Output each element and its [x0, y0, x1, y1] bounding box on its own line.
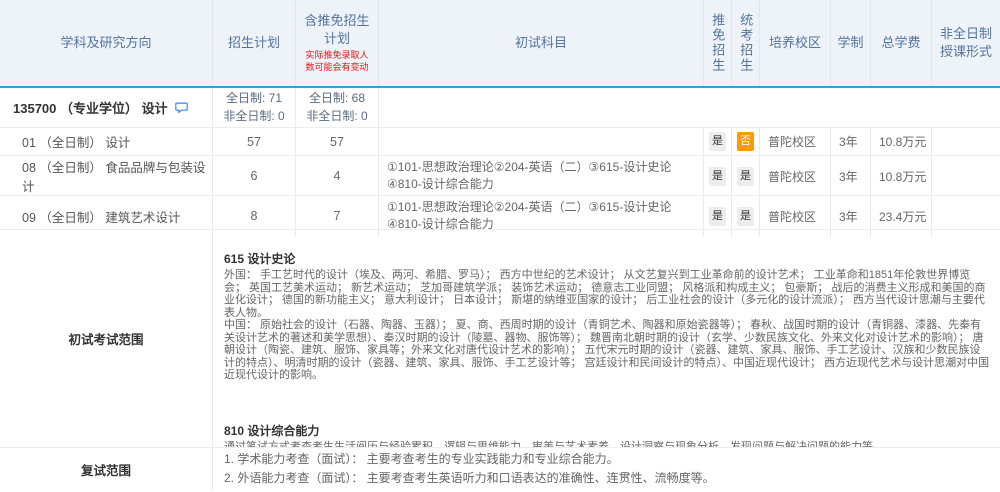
exempt-admission-cell: 是	[704, 128, 732, 155]
col-header-parttime-teaching-form: 非全日制授课形式	[932, 0, 1000, 86]
campus: 普陀校区	[760, 128, 831, 155]
exempt-plan-fulltime: 全日制: 68	[309, 90, 365, 107]
campus: 普陀校区	[760, 156, 831, 197]
plan-count: 57	[213, 128, 296, 155]
exempt-plan-parttime: 非全日制: 0	[306, 108, 367, 125]
plan-fulltime: 全日制: 71	[226, 90, 282, 107]
initial-exam-scope-row: 初试考试范围 615 设计史论 外国： 手工艺时代的设计（埃及、两河、希腊、罗马…	[0, 230, 1000, 448]
col-header-label: 非全日制授课形式	[938, 25, 994, 60]
study-length: 3年	[831, 128, 871, 155]
table-header-row: 学科及研究方向 招生计划 含推免招生计划 实际推免录取人数可能会有变动 初试科目…	[0, 0, 1000, 88]
direction-row-08: 08 （全日制） 食品品牌与包装设计 6 4 ①101-思想政治理论②204-英…	[0, 156, 1000, 196]
direction-row-01: 01 （全日制） 设计 57 57 是 否 普陀校区 3年 10.8万元	[0, 128, 1000, 156]
unified-exam-badge: 否	[737, 132, 754, 151]
subject-810-paragraph: 通过笔试方式考查考生生活阅历与经验累积，逻辑与思维能力，审美与艺术素养，设计洞察…	[224, 441, 990, 448]
col-header-subject-direction: 学科及研究方向	[0, 0, 213, 86]
parttime-form-cell	[932, 128, 1000, 155]
unified-exam-cell: 否	[732, 128, 760, 155]
col-header-label: 总学费	[881, 34, 920, 52]
direction-name: 01 （全日制） 设计	[0, 128, 213, 155]
major-title: 135700 （专业学位） 设计	[13, 98, 168, 117]
exam-subjects: ①101-思想政治理论②204-英语（二）③615-设计史论④810-设计综合能…	[379, 156, 704, 197]
col-header-study-length: 学制	[831, 0, 871, 86]
major-plan-cell: 全日制: 71 非全日制: 0	[213, 88, 296, 127]
section-spacer	[224, 382, 990, 422]
major-exempt-plan-cell: 全日制: 68 非全日制: 0	[296, 88, 379, 127]
retest-scope-label: 复试范围	[0, 448, 213, 490]
total-tuition: 10.8万元	[871, 156, 932, 197]
direction-name: 08 （全日制） 食品品牌与包装设计	[0, 156, 213, 197]
col-header-label: 统考招生	[737, 13, 755, 73]
direction-row-09: 09 （全日制） 建筑艺术设计 8 7 ①101-思想政治理论②204-英语（二…	[0, 196, 1000, 230]
unified-exam-cell: 是	[732, 156, 760, 197]
exempt-admission-badge: 是	[709, 132, 726, 151]
retest-scope-row: 复试范围 1. 学术能力考查（面试）： 主要考查考生的专业实践能力和专业综合能力…	[0, 448, 1000, 490]
exempt-admission-badge: 是	[709, 207, 726, 226]
unified-exam-badge: 是	[737, 207, 754, 226]
exempt-admission-cell: 是	[704, 156, 732, 197]
col-header-label: 含推免招生计划	[302, 12, 372, 47]
total-tuition: 10.8万元	[871, 128, 932, 155]
plan-parttime: 非全日制: 0	[223, 108, 284, 125]
col-header-enrollment-plan: 招生计划	[213, 0, 296, 86]
parttime-form-cell	[932, 156, 1000, 197]
plan-count: 6	[213, 156, 296, 197]
major-title-cell: 135700 （专业学位） 设计	[0, 88, 213, 127]
retest-item-foreign-language: 2. 外语能力考查（面试）： 主要考查考生英语听力和口语表达的准确性、连贯性、流…	[224, 469, 1000, 488]
col-header-label: 培养校区	[769, 34, 821, 52]
col-header-label: 学制	[837, 34, 863, 52]
col-header-total-tuition: 总学费	[871, 0, 932, 86]
col-header-exempt-admission: 推免招生	[704, 0, 732, 86]
subject-810-title: 810 设计综合能力	[224, 422, 990, 439]
subject-615-foreign-paragraph: 外国： 手工艺时代的设计（埃及、两河、希腊、罗马）； 西方中世纪的艺术设计； 从…	[224, 269, 990, 319]
subject-615-china-paragraph: 中国： 原始社会的设计（石器、陶器、玉器）； 夏、商、西周时期的设计（青铜艺术、…	[224, 319, 990, 382]
exempt-admission-badge: 是	[709, 167, 726, 186]
col-header-label: 初试科目	[515, 34, 567, 52]
major-row-empty-area	[379, 88, 1000, 127]
exam-subjects	[379, 128, 704, 155]
exempt-plan-note: 实际推免录取人数可能会有变动	[302, 50, 372, 73]
col-header-initial-exam-subjects: 初试科目	[379, 0, 704, 86]
col-header-label: 招生计划	[228, 34, 280, 52]
col-header-label: 推免招生	[709, 13, 727, 73]
subject-615-title: 615 设计史论	[224, 250, 990, 267]
retest-item-academic: 1. 学术能力考查（面试）： 主要考查考生的专业实践能力和专业综合能力。	[224, 450, 1000, 469]
exempt-plan-count: 4	[296, 156, 379, 197]
col-header-label: 学科及研究方向	[60, 34, 151, 52]
admissions-table: 学科及研究方向 招生计划 含推免招生计划 实际推免录取人数可能会有变动 初试科目…	[0, 0, 1000, 490]
col-header-campus: 培养校区	[760, 0, 831, 86]
unified-exam-badge: 是	[737, 167, 754, 186]
exempt-plan-count: 57	[296, 128, 379, 155]
study-length: 3年	[831, 156, 871, 197]
major-row-135700: 135700 （专业学位） 设计 全日制: 71 非全日制: 0 全日制: 68…	[0, 88, 1000, 128]
chat-bubble-icon[interactable]	[175, 102, 188, 114]
col-header-plan-incl-exempt: 含推免招生计划 实际推免录取人数可能会有变动	[296, 0, 379, 86]
col-header-unified-exam-admission: 统考招生	[732, 0, 760, 86]
initial-exam-scope-content: 615 设计史论 外国： 手工艺时代的设计（埃及、两河、希腊、罗马）； 西方中世…	[213, 230, 1000, 447]
initial-exam-scope-label: 初试考试范围	[0, 230, 213, 447]
retest-scope-content: 1. 学术能力考查（面试）： 主要考查考生的专业实践能力和专业综合能力。 2. …	[213, 448, 1000, 490]
